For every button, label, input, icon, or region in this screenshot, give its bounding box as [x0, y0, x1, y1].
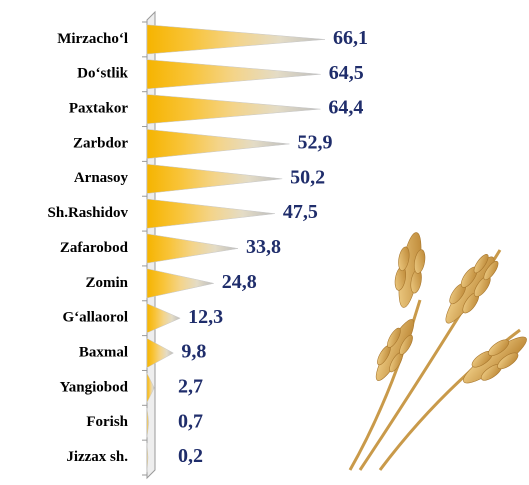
category-label: Mirzacho‘l [57, 31, 128, 47]
value-label: 47,5 [283, 201, 318, 223]
cone-bar [147, 25, 325, 54]
cone-bar [147, 94, 320, 123]
category-label: Do‘stlik [77, 66, 128, 82]
cone-bar [147, 269, 214, 298]
cone-bar [147, 129, 289, 158]
value-label: 12,3 [188, 306, 223, 328]
chart: Mirzacho‘l 66,1 Do‘stlik 64,5 Paxtakor 64,4 Za… [0, 0, 529, 485]
cone-bar [147, 199, 275, 228]
category-label: Yangiobod [60, 379, 129, 395]
category-label: Sh.Rashidov [48, 205, 129, 221]
category-label: Arnasoy [74, 170, 129, 186]
cone-bar [147, 60, 321, 89]
wheat-illustration [350, 230, 529, 470]
value-label: 64,5 [329, 62, 364, 84]
cone-bar [147, 234, 238, 263]
value-label: 0,7 [178, 410, 203, 432]
value-label: 52,9 [297, 132, 332, 154]
category-label: G‘allaorol [62, 310, 128, 326]
value-label: 33,8 [246, 236, 281, 258]
category-label: Zafarobod [60, 240, 129, 256]
cone-bar [147, 338, 173, 367]
category-label: Zomin [85, 275, 128, 291]
cone-bar [147, 164, 282, 193]
value-label: 24,8 [222, 271, 257, 293]
value-label: 64,4 [328, 97, 363, 119]
cone-bar [147, 304, 180, 333]
value-label: 9,8 [181, 341, 206, 363]
value-label: 2,7 [178, 375, 203, 397]
category-label: Jizzax sh. [66, 449, 128, 465]
category-label: Forish [86, 414, 128, 430]
value-label: 50,2 [290, 166, 325, 188]
category-label: Zarbdor [73, 135, 128, 151]
value-label: 66,1 [333, 27, 368, 49]
category-label: Baxmal [79, 344, 128, 360]
page: Mirzacho‘l 66,1 Do‘stlik 64,5 Paxtakor 64,4 Za… [0, 0, 529, 485]
category-label: Paxtakor [69, 101, 129, 117]
value-label: 0,2 [178, 445, 203, 467]
